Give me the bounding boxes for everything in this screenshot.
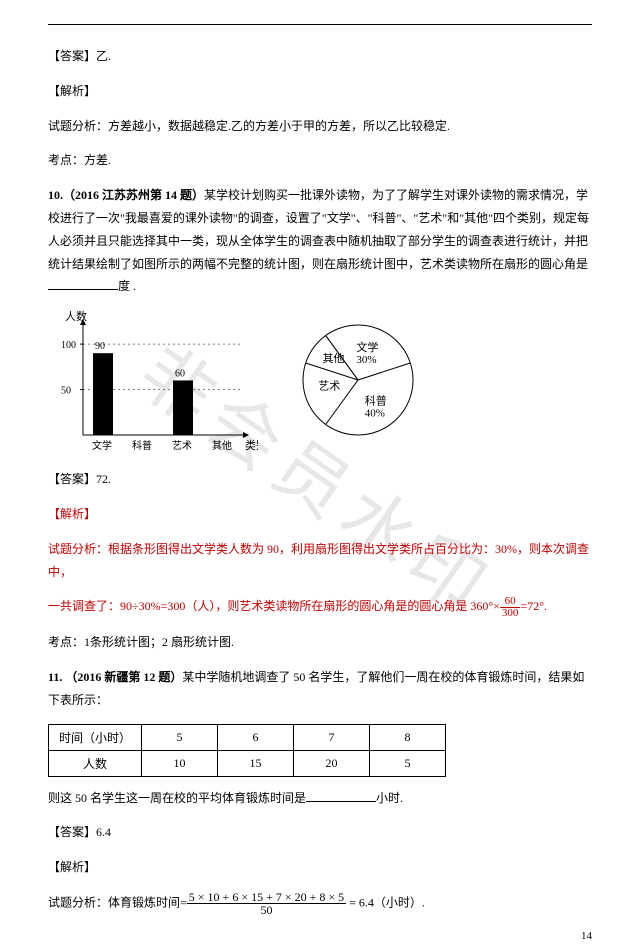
svg-text:文学: 文学 — [92, 439, 112, 452]
svg-text:50: 50 — [61, 386, 71, 397]
q9-analysis-text: 试题分析：方差越小，数据越稳定.乙的方差小于甲的方差，所以乙比较稳定. — [48, 115, 592, 138]
q10-analysis-line2: 一共调查了：90÷30%=300（人），则艺术类读物所在扇形的圆心角是的圆心角是… — [48, 595, 592, 619]
q11-analysis-label: 【解析】 — [48, 856, 592, 879]
page-number: 14 — [581, 930, 592, 942]
bar-chart: 人数类别 50 100 90 文学 科普 60 艺术 其他 — [48, 310, 258, 460]
svg-text:100: 100 — [61, 340, 76, 351]
q10-point: 考点：1条形统计图；2 扇形统计图. — [48, 631, 592, 654]
table-header: 6 — [218, 724, 294, 750]
charts-row: 人数类别5010090文学科普60艺术其他 文学30%科普40%艺术其他 — [48, 310, 592, 460]
table-header: 8 — [370, 724, 446, 750]
q11-after: 则这 50 名学生这一周在校的平均体育锻炼时间是小时. — [48, 787, 592, 810]
svg-text:其他: 其他 — [323, 352, 345, 365]
table-cell: 20 — [294, 750, 370, 776]
svg-text:40%: 40% — [365, 408, 385, 420]
table-header: 7 — [294, 724, 370, 750]
q11-calc: 试题分析：体育锻炼时间=5 × 10 + 6 × 15 + 7 × 20 + 8… — [48, 891, 592, 916]
q11-title: 11. （2016 新疆第 12 题）某中学随机地调查了 50 名学生，了解他们… — [48, 666, 592, 712]
table-header: 时间（小时） — [49, 724, 142, 750]
pie-chart: 文学30% 科普40% 艺术 其他 — [288, 310, 428, 450]
svg-text:90: 90 — [95, 341, 105, 352]
q9-answer: 【答案】乙. — [48, 45, 592, 68]
q11-answer: 【答案】6.4 — [48, 821, 592, 844]
svg-text:人数: 人数 — [65, 310, 87, 323]
svg-text:30%: 30% — [356, 354, 376, 366]
q10-title: 10.（2016 江苏苏州第 14 题）某学校计划购买一批课外读物，为了了解学生… — [48, 184, 592, 298]
table-cell: 人数 — [49, 750, 142, 776]
svg-text:艺术: 艺术 — [172, 440, 192, 452]
q10-answer: 【答案】72. — [48, 468, 592, 491]
table-cell: 10 — [142, 750, 218, 776]
svg-text:科普: 科普 — [365, 394, 387, 408]
q11-table: 时间（小时）5678 人数1015205 — [48, 724, 446, 777]
svg-text:艺术: 艺术 — [318, 380, 340, 393]
q9-point: 考点：方差. — [48, 149, 592, 172]
table-cell: 15 — [218, 750, 294, 776]
table-header: 5 — [142, 724, 218, 750]
q9-analysis-label: 【解析】 — [48, 80, 592, 103]
top-separator — [48, 24, 592, 25]
svg-text:文学: 文学 — [356, 340, 378, 354]
svg-text:类别: 类别 — [245, 438, 258, 452]
q10-analysis-line1: 试题分析：根据条形图得出文学类人数为 90，利用扇形图得出文学类所占百分比为：3… — [48, 538, 592, 584]
svg-text:60: 60 — [175, 369, 185, 380]
svg-text:科普: 科普 — [132, 439, 152, 452]
q10-analysis-label: 【解析】 — [48, 503, 592, 526]
svg-text:其他: 其他 — [212, 439, 232, 452]
table-cell: 5 — [370, 750, 446, 776]
